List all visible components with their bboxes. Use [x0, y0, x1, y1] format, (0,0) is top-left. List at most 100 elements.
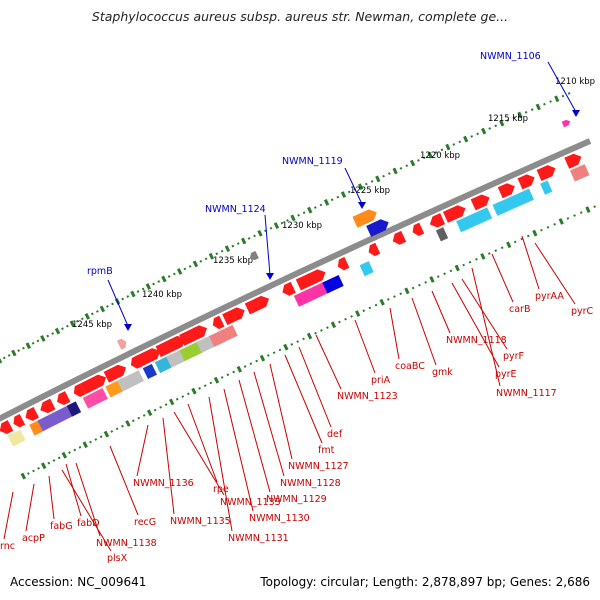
gene-label[interactable]: NWMN_1128: [280, 478, 341, 489]
gene-arrow[interactable]: [470, 192, 492, 211]
gene-block[interactable]: [456, 207, 493, 233]
gene-arrow[interactable]: [352, 207, 379, 228]
gene-arrow[interactable]: [497, 181, 517, 199]
gene-arrow[interactable]: [366, 242, 381, 258]
gene-arrow[interactable]: [210, 315, 225, 331]
gene-block[interactable]: [492, 188, 534, 216]
gene-block[interactable]: [7, 429, 26, 447]
callout-line: [389, 307, 400, 360]
scale-tick: [424, 280, 427, 284]
scale-tick: [558, 218, 564, 225]
gene-arrow[interactable]: [427, 213, 446, 230]
gene-arrow[interactable]: [0, 420, 14, 436]
gene-block[interactable]: [209, 324, 238, 347]
gene-block[interactable]: [82, 388, 108, 409]
gene-block[interactable]: [117, 370, 144, 392]
gene-label[interactable]: gmk: [432, 367, 453, 378]
gene-label[interactable]: pyrE: [495, 369, 517, 380]
scale-tick: [399, 292, 403, 296]
gene-block[interactable]: [540, 180, 553, 195]
gene-label[interactable]: recG: [134, 517, 156, 528]
gene-label[interactable]: NWMN_1127: [288, 461, 349, 472]
scale-tick: [57, 456, 61, 460]
gene-label[interactable]: fabG: [50, 521, 73, 532]
scale-tick: [470, 135, 473, 138]
gene-arrow[interactable]: [248, 250, 259, 262]
gene-arrow[interactable]: [517, 172, 537, 190]
gene-block[interactable]: [37, 402, 79, 432]
gene-arrow[interactable]: [222, 305, 247, 326]
gene-label[interactable]: carB: [509, 304, 530, 315]
gene-arrow[interactable]: [366, 217, 391, 237]
scale-tick: [209, 381, 213, 385]
scale-tick: [458, 140, 462, 144]
gene-block[interactable]: [179, 340, 205, 362]
gene-arrow[interactable]: [54, 391, 71, 407]
gene-block[interactable]: [293, 281, 330, 307]
gene-label[interactable]: NWMN_1130: [249, 513, 310, 524]
scale-tick: [375, 175, 381, 183]
gene-arrow[interactable]: [561, 119, 572, 128]
scale-tick: [512, 116, 516, 120]
gene-arrow[interactable]: [564, 151, 583, 169]
gene-label[interactable]: NWMN_1136: [133, 478, 194, 489]
gene-label[interactable]: acpP: [22, 533, 45, 544]
gene-block[interactable]: [322, 275, 344, 294]
feature-label[interactable]: rpmB: [87, 266, 113, 277]
gene-arrow[interactable]: [116, 337, 129, 350]
gene-label[interactable]: pyrF: [503, 351, 524, 362]
accession-label: Accession: NC_009641: [10, 575, 147, 589]
callout-line: [162, 417, 175, 515]
gene-block[interactable]: [142, 363, 158, 379]
gene-arrow[interactable]: [536, 163, 558, 181]
scale-tick: [173, 272, 176, 276]
gene-arrow[interactable]: [280, 281, 296, 298]
gene-arrow[interactable]: [155, 333, 188, 358]
gene-arrow[interactable]: [23, 406, 39, 423]
feature-label[interactable]: NWMN_1106: [480, 51, 541, 62]
gene-arrow[interactable]: [244, 293, 272, 315]
gene-label[interactable]: def: [327, 429, 343, 440]
gene-label[interactable]: fmt: [318, 445, 335, 456]
gene-arrow[interactable]: [390, 230, 407, 247]
gene-label[interactable]: NWMN_1135: [170, 516, 231, 527]
gene-label[interactable]: priA: [371, 375, 391, 386]
scale-tick: [146, 409, 153, 417]
gene-label[interactable]: NWMN_1118: [446, 335, 507, 346]
gene-label[interactable]: NWMN_1117: [496, 388, 557, 399]
callout-line: [109, 445, 139, 516]
gene-label[interactable]: NWMN_1131: [228, 533, 289, 544]
gene-label[interactable]: NWMN_1133: [220, 497, 281, 508]
gene-arrow[interactable]: [442, 203, 468, 223]
gene-label[interactable]: pyrC: [571, 306, 594, 317]
scale-tick: [535, 103, 541, 111]
gene-label[interactable]: coaBC: [395, 361, 425, 372]
gene-block[interactable]: [359, 261, 374, 277]
gene-label[interactable]: fabD: [77, 518, 100, 529]
gene-arrow[interactable]: [410, 222, 425, 238]
gene-block[interactable]: [570, 164, 590, 182]
gene-arrow[interactable]: [295, 267, 328, 291]
gene-label[interactable]: NWMN_1129: [266, 494, 327, 505]
feature-label[interactable]: NWMN_1119: [282, 156, 343, 167]
gene-label[interactable]: NWMN_1138: [96, 538, 157, 549]
scale-tick: [567, 92, 571, 95]
gene-arrow[interactable]: [103, 362, 129, 383]
scale-tick: [546, 225, 550, 229]
gene-arrow[interactable]: [38, 398, 56, 416]
gene-arrow[interactable]: [71, 383, 86, 399]
gene-arrow[interactable]: [80, 372, 109, 395]
gene-arrow[interactable]: [179, 323, 209, 346]
gene-arrow[interactable]: [335, 256, 350, 272]
gene-block[interactable]: [66, 401, 82, 417]
feature-label[interactable]: NWMN_1124: [205, 204, 266, 215]
gene-block[interactable]: [435, 227, 449, 242]
gene-label[interactable]: NWMN_1123: [337, 391, 398, 402]
gene-label[interactable]: rnc: [0, 541, 15, 552]
gene-label[interactable]: pyrAA: [535, 291, 564, 302]
gene-arrow[interactable]: [128, 355, 143, 370]
gene-label[interactable]: plsX: [107, 553, 128, 564]
gene-arrow[interactable]: [135, 345, 163, 367]
gene-arrow[interactable]: [11, 413, 26, 429]
